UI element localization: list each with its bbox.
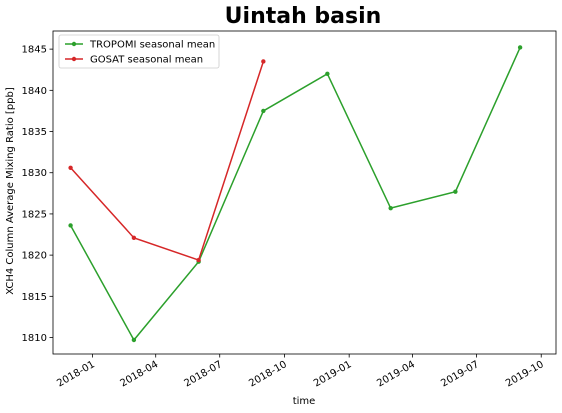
legend-label: TROPOMI seasonal mean [89,40,215,51]
y-tick-label: 1815 [22,292,47,303]
series-line-gosat-seasonal-mean [70,61,265,262]
x-tick-label: 2019-01 [312,359,354,389]
y-tick-label: 1825 [22,209,47,220]
x-tick-label: 2018-04 [119,359,161,389]
y-tick-label: 1810 [22,333,47,344]
x-tick-label: 2019-07 [439,359,481,389]
data-point-tropomi-seasonal-mean [325,71,330,77]
legend-label: GOSAT seasonal mean [90,55,203,66]
data-point-tropomi-seasonal-mean [261,108,266,114]
y-tick-label: 1845 [22,45,47,56]
data-point-tropomi-seasonal-mean [68,223,73,228]
y-axis-label: XCH4 Column Average Mixing Ratio [ppb] [5,87,16,295]
legend-marker [71,41,77,47]
plot-frame [52,30,557,355]
series-layer [68,45,523,343]
x-tick-label: 2018-01 [55,359,97,389]
x-axis-ticks: 2018-01 2018-04 2018-07 2018-10 2019-01 2019-… [55,354,546,389]
y-axis-ticks: 1810 1815 1820 1825 1830 1835 1840 1845 [22,45,53,344]
chart-title: Uintah basin [225,4,382,29]
y-tick-label: 1835 [22,127,47,138]
legend: TROPOMI seasonal mean GOSAT seasonal mean [58,34,220,69]
x-tick-label: 2019-04 [375,359,417,389]
x-axis-label: time [293,396,316,407]
x-tick-label: 2018-07 [183,359,225,389]
legend-box [58,34,220,69]
y-tick-label: 1830 [22,168,47,179]
y-tick-label: 1820 [22,251,47,262]
data-point-gosat-seasonal-mean [131,235,137,241]
data-point-tropomi-seasonal-mean [388,205,393,211]
data-point-tropomi-seasonal-mean [453,189,458,194]
x-tick-label: 2018-10 [247,359,289,389]
legend-marker [71,56,77,62]
x-tick-label: 2019-10 [504,359,546,389]
data-point-gosat-seasonal-mean [261,59,266,64]
data-point-gosat-seasonal-mean [68,165,73,170]
series-line-tropomi-seasonal-mean [69,47,521,342]
data-point-tropomi-seasonal-mean [131,337,137,343]
data-point-gosat-seasonal-mean [196,257,201,263]
y-tick-label: 1840 [22,86,47,97]
data-point-tropomi-seasonal-mean [517,45,523,50]
